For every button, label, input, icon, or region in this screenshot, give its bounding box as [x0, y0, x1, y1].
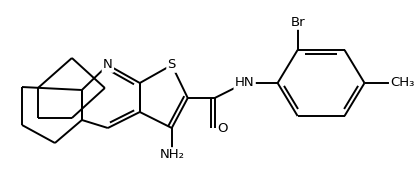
Text: O: O: [217, 121, 228, 134]
Text: S: S: [168, 59, 176, 72]
Text: HN: HN: [235, 76, 255, 89]
Text: CH₃: CH₃: [390, 76, 415, 89]
Text: N: N: [103, 59, 113, 72]
Text: Br: Br: [290, 16, 305, 29]
Text: NH₂: NH₂: [159, 148, 184, 161]
